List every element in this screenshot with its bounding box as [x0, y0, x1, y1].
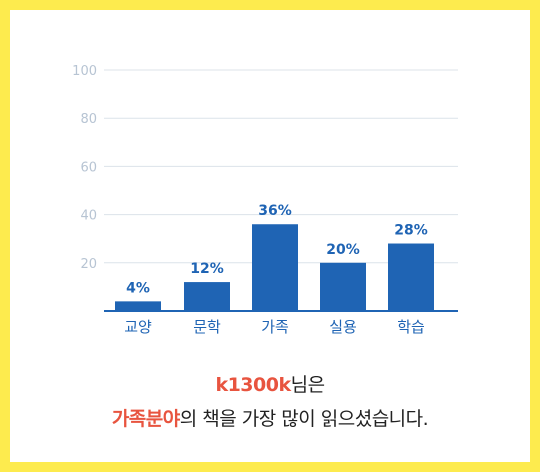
caption-line-2-suffix: 의 책을 가장 많이 읽으셨습니다. [179, 408, 429, 430]
category-label-0: 교양 [124, 318, 152, 336]
category-label-4: 학습 [397, 318, 425, 336]
caption-line-1: k1300k님은 [0, 370, 540, 397]
y-tick-label-100: 100 [72, 64, 97, 79]
bar-1 [184, 282, 230, 311]
bar-3 [320, 262, 366, 311]
category-label-3: 실용 [329, 318, 357, 336]
data-label-1: 12% [190, 261, 224, 277]
caption-line-1-suffix: 님은 [290, 374, 325, 396]
data-label-4: 28% [394, 223, 428, 239]
y-tick-label-40: 40 [80, 209, 97, 224]
top-genre: 가족분야 [111, 408, 180, 430]
y-tick-label-60: 60 [80, 160, 97, 175]
top-frame-band [0, 0, 540, 10]
data-label-2: 36% [258, 203, 292, 219]
genre-bar-chart: 20 40 60 80 100 4% 교양 12% 문학 36% 가족 20% 실용 28% 학습 [72, 64, 458, 336]
y-tick-label-20: 20 [80, 257, 97, 272]
user-name: k1300k [215, 374, 291, 396]
bar-4 [388, 243, 434, 311]
data-label-0: 4% [126, 280, 150, 296]
category-label-2: 가족 [261, 318, 289, 336]
category-label-1: 문학 [193, 318, 221, 336]
bar-0 [115, 301, 161, 311]
y-tick-label-80: 80 [80, 112, 97, 127]
caption-line-2: 가족분야의 책을 가장 많이 읽으셨습니다. [0, 404, 540, 431]
bar-2 [252, 224, 298, 311]
data-label-3: 20% [326, 242, 360, 258]
